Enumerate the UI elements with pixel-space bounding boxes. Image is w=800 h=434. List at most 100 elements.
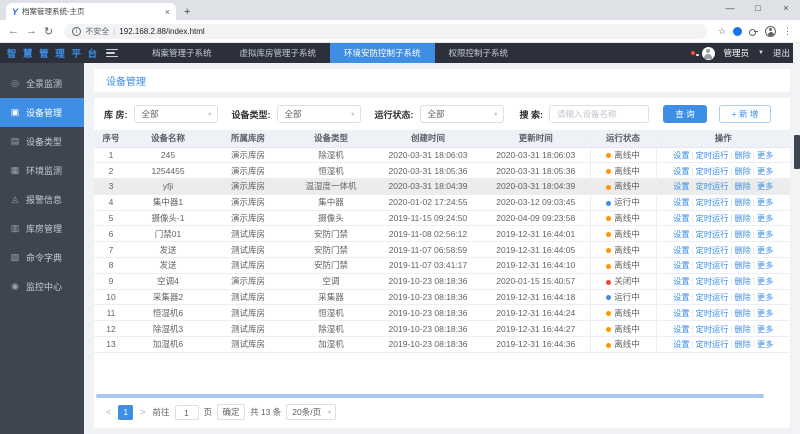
goto-confirm-button[interactable]: 确定 — [217, 404, 246, 420]
action-link-1[interactable]: 设置 — [673, 150, 690, 160]
action-link-1[interactable]: 设置 — [673, 293, 690, 303]
logout-button[interactable]: 退出 — [772, 48, 790, 58]
action-link-4[interactable]: 更多 — [756, 150, 774, 160]
action-link-4[interactable]: 更多 — [756, 245, 774, 255]
sidebar-item-5[interactable]: ◬ 报警信息 — [0, 185, 84, 214]
warehouse-select[interactable]: 全部 ▼ — [133, 105, 218, 123]
next-page-button[interactable]: > — [140, 407, 146, 417]
nav-item-2[interactable]: 虚拟库房管理子系统 — [239, 48, 317, 58]
action-link-2[interactable]: 定时运行 — [695, 340, 729, 350]
action-link-1[interactable]: 设置 — [673, 261, 690, 271]
action-link-3[interactable]: 删除 — [734, 277, 751, 287]
type-select[interactable]: 全部 ▼ — [276, 105, 361, 123]
action-link-1[interactable]: 设置 — [673, 182, 690, 192]
horizontal-scrollbar-thumb[interactable] — [96, 394, 764, 398]
action-link-2[interactable]: 定时运行 — [695, 182, 729, 192]
browser-menu-icon[interactable]: ⋮ — [783, 25, 792, 36]
action-link-1[interactable]: 设置 — [673, 245, 690, 255]
nav-item-3[interactable]: 环境安防控制子系统 — [330, 43, 435, 63]
action-link-3[interactable]: 删除 — [734, 150, 751, 160]
action-link-3[interactable]: 删除 — [734, 340, 751, 350]
nav-item-4[interactable]: 权限控制子系统 — [448, 48, 509, 58]
tab-close-icon[interactable]: × — [164, 6, 170, 17]
action-link-1[interactable]: 设置 — [673, 229, 690, 239]
info-icon[interactable]: i — [72, 26, 82, 36]
action-link-3[interactable]: 删除 — [734, 198, 751, 208]
action-link-4[interactable]: 更多 — [756, 214, 774, 224]
action-link-3[interactable]: 删除 — [734, 229, 751, 239]
status-select[interactable]: 全部 ▼ — [419, 105, 504, 123]
action-link-3[interactable]: 删除 — [734, 293, 751, 303]
action-link-2[interactable]: 定时运行 — [695, 277, 729, 287]
action-link-4[interactable]: 更多 — [756, 166, 774, 176]
forward-button[interactable]: → — [26, 25, 37, 37]
back-button[interactable]: ← — [8, 25, 19, 37]
prev-page-button[interactable]: < — [106, 407, 112, 417]
vertical-scrollbar-thumb[interactable] — [793, 135, 800, 169]
username-label[interactable]: 管理员 — [723, 48, 750, 58]
user-avatar[interactable] — [701, 46, 715, 60]
action-link-1[interactable]: 设置 — [673, 324, 690, 334]
action-link-3[interactable]: 删除 — [734, 245, 751, 255]
sidebar-item-1[interactable]: ◎ 全景监测 — [0, 69, 84, 98]
star-icon[interactable]: ☆ — [717, 25, 726, 36]
action-link-2[interactable]: 定时运行 — [695, 166, 729, 176]
action-link-3[interactable]: 删除 — [734, 182, 751, 192]
nav-item-1[interactable]: 档案管理子系统 — [152, 48, 212, 58]
action-link-2[interactable]: 定时运行 — [695, 308, 729, 318]
action-link-2[interactable]: 定时运行 — [695, 150, 729, 160]
action-link-2[interactable]: 定时运行 — [695, 261, 729, 271]
reload-button[interactable]: ↻ — [44, 25, 54, 38]
action-link-3[interactable]: 删除 — [734, 324, 751, 334]
action-link-4[interactable]: 更多 — [756, 261, 774, 271]
action-link-2[interactable]: 定时运行 — [695, 293, 729, 303]
sidebar-item-4[interactable]: ▦ 环境监测 — [0, 156, 84, 185]
page-vertical-scrollbar[interactable] — [793, 43, 800, 434]
action-link-1[interactable]: 设置 — [673, 214, 690, 224]
action-link-1[interactable]: 设置 — [673, 166, 690, 176]
action-link-4[interactable]: 更多 — [756, 324, 774, 334]
action-link-4[interactable]: 更多 — [756, 198, 774, 208]
address-bar[interactable]: i 不安全 | 192.168.2.88/index.html — [64, 23, 707, 39]
action-link-1[interactable]: 设置 — [673, 198, 690, 208]
action-link-3[interactable]: 删除 — [734, 308, 751, 318]
action-link-4[interactable]: 更多 — [756, 308, 774, 318]
action-link-2[interactable]: 定时运行 — [695, 229, 729, 239]
action-link-2[interactable]: 定时运行 — [695, 324, 729, 334]
horizontal-scrollbar[interactable] — [96, 394, 788, 398]
sidebar-item-8[interactable]: ◉ 监控中心 — [0, 272, 84, 301]
query-button[interactable]: 查 询 — [663, 105, 707, 123]
action-link-4[interactable]: 更多 — [756, 340, 774, 350]
menu-collapse-icon[interactable] — [106, 43, 128, 63]
action-link-4[interactable]: 更多 — [756, 182, 774, 192]
action-link-4[interactable]: 更多 — [756, 229, 774, 239]
action-link-3[interactable]: 删除 — [734, 214, 751, 224]
maximize-button[interactable]: □ — [755, 3, 761, 13]
user-dropdown-caret-icon[interactable]: ▼ — [758, 50, 764, 56]
action-link-2[interactable]: 定时运行 — [695, 198, 729, 208]
extension-icon[interactable] — [733, 26, 742, 36]
action-link-2[interactable]: 定时运行 — [695, 245, 729, 255]
action-link-4[interactable]: 更多 — [756, 277, 774, 287]
action-link-1[interactable]: 设置 — [673, 277, 690, 287]
goto-page-input[interactable]: 1 — [174, 404, 199, 420]
action-link-3[interactable]: 删除 — [734, 261, 751, 271]
search-input[interactable]: 请输入设备名称 — [549, 105, 649, 123]
sidebar-item-3[interactable]: ▤ 设备类型 — [0, 127, 84, 156]
sidebar-item-7[interactable]: ▧ 命令字典 — [0, 243, 84, 272]
browser-tab[interactable]: Y 档案管理系统-主页 × — [6, 3, 176, 20]
close-button[interactable]: × — [783, 3, 789, 13]
action-link-1[interactable]: 设置 — [673, 308, 690, 318]
password-key-icon[interactable] — [749, 27, 758, 36]
action-link-3[interactable]: 删除 — [734, 166, 751, 176]
sidebar-item-2[interactable]: ▣ 设备管理 — [0, 98, 84, 127]
profile-icon[interactable] — [765, 25, 776, 37]
page-number-1[interactable]: 1 — [118, 404, 134, 420]
add-device-button[interactable]: + 新 增 — [719, 105, 771, 123]
minimize-button[interactable]: — — [725, 3, 735, 13]
new-tab-button[interactable]: + — [184, 6, 191, 18]
action-link-1[interactable]: 设置 — [673, 340, 690, 350]
action-link-2[interactable]: 定时运行 — [695, 214, 729, 224]
page-size-select[interactable]: 20条/页 ▼ — [286, 404, 337, 420]
action-link-4[interactable]: 更多 — [756, 293, 774, 303]
